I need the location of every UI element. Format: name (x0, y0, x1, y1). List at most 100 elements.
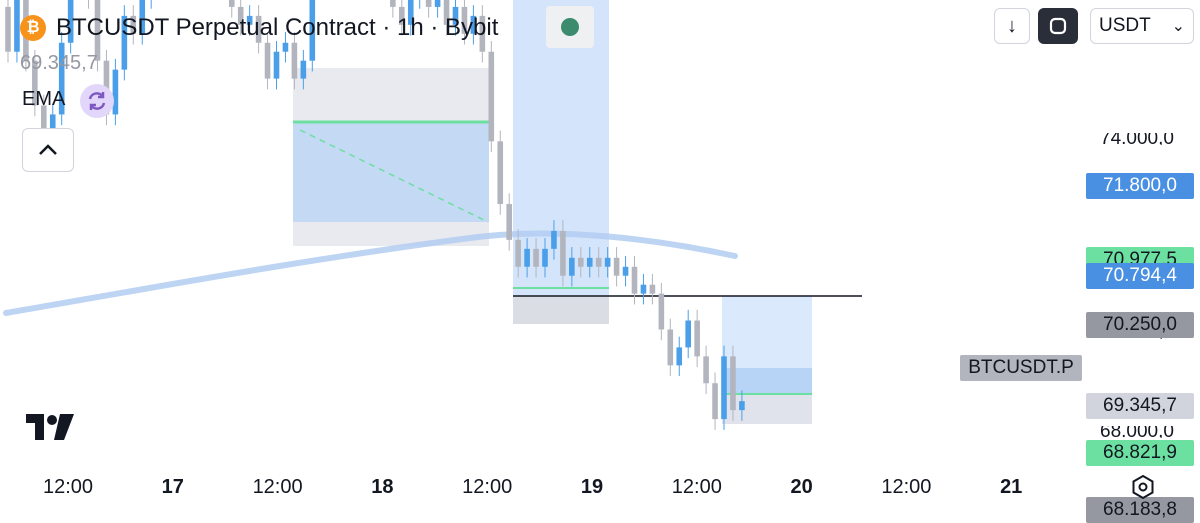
fit-screen-icon (1049, 17, 1067, 35)
candle-body (649, 284, 656, 294)
candle-body (139, 0, 146, 34)
ema-line (3, 230, 738, 316)
candle-body (443, 0, 450, 25)
candle-body (14, 0, 20, 52)
candle-body (41, 105, 47, 142)
symbol-price-tag: BTCUSDT.P (960, 355, 1082, 381)
time-axis-label: 19 (580, 476, 604, 498)
scroll-down-button[interactable]: ↓ (994, 8, 1030, 44)
collapse-legend-button[interactable] (22, 128, 74, 172)
candle-body (497, 141, 504, 205)
candle-body (291, 42, 298, 79)
candle-body (569, 257, 575, 276)
time-axis-label: 21 (1000, 476, 1023, 498)
refresh-icon[interactable] (80, 84, 114, 118)
candle-body (613, 257, 620, 276)
currency-select[interactable]: USDT ⌄ (1090, 8, 1194, 44)
time-axis-label: 12:00 (881, 476, 932, 498)
candle-body (703, 356, 709, 384)
trend-dashed-line (299, 129, 489, 223)
candle-body (425, 0, 432, 7)
candle-body (255, 15, 262, 43)
candle-body (228, 0, 235, 7)
price-axis-label: 69.345,7 (1086, 393, 1194, 420)
time-axis-label: 18 (371, 476, 394, 498)
candle-body (721, 356, 727, 420)
position-box-entry[interactable] (722, 368, 812, 394)
candle-body (524, 248, 530, 267)
candle-body (282, 42, 289, 52)
chart-canvas[interactable] (0, 0, 1200, 512)
candle-body (67, 0, 74, 43)
candle-body (667, 329, 674, 366)
chevron-up-icon (39, 144, 57, 155)
position-box-target[interactable] (722, 296, 812, 368)
candle-body (506, 204, 512, 240)
candle-body (533, 248, 539, 267)
candle-body (595, 257, 602, 267)
market-status-indicator[interactable] (546, 6, 594, 48)
price-axis-label: 68.821,9 (1086, 439, 1194, 466)
ema-indicator-label[interactable]: EMA (22, 88, 66, 110)
candle-body (479, 15, 486, 52)
candle-body (112, 69, 119, 115)
candle-body (452, 6, 459, 25)
candle-body (5, 6, 11, 52)
time-axis-label: 12:00 (462, 476, 513, 498)
time-axis-label: 12:00 (252, 476, 303, 498)
candle-body (309, 0, 316, 61)
price-axis-label: 70.250,0 (1086, 312, 1194, 338)
tradingview-logo-icon[interactable] (24, 412, 76, 442)
candle-body (32, 60, 38, 106)
status-dot-icon (561, 18, 579, 36)
candle-body (49, 114, 56, 142)
candle-body (470, 15, 477, 34)
candle-body (515, 239, 521, 267)
last-price-readout: 69.345,7 (20, 52, 98, 74)
price-axis-partial-label: 74.000,0 (1100, 133, 1174, 145)
price-axis-label: 70.794,4 (1086, 263, 1194, 290)
candle-body (622, 266, 629, 276)
candle-body (407, 0, 414, 25)
time-axis-label: 12:00 (42, 476, 94, 498)
candle-body (121, 15, 128, 70)
candle-body (488, 51, 495, 142)
bitcoin-icon: ₿ (20, 15, 46, 41)
candle-body (578, 257, 584, 267)
price-axis-label: 68.183,8 (1086, 497, 1194, 523)
candle-body (730, 356, 736, 411)
candle-body (300, 60, 307, 79)
candle-body (694, 320, 700, 357)
candle-body (551, 230, 557, 249)
candle-body (586, 257, 593, 267)
settings-gear-icon[interactable] (1130, 474, 1156, 500)
candle-body (658, 293, 665, 330)
price-axis-label: 71.800,0 (1086, 173, 1194, 200)
candle-body (434, 0, 441, 7)
position-box-grey-2[interactable] (513, 296, 609, 324)
candle-body (560, 230, 566, 276)
candle-body (58, 42, 65, 115)
candle-body (461, 6, 468, 34)
arrow-down-icon: ↓ (1007, 14, 1017, 37)
candle-body (712, 383, 718, 420)
candle-body (640, 284, 647, 294)
currency-value: USDT (1099, 15, 1151, 36)
candle-body (94, 0, 101, 61)
candle-body (676, 347, 683, 366)
chart-title[interactable]: ₿ BTCUSDT Perpetual Contract · 1h · Bybi… (20, 8, 498, 48)
candle-body (631, 266, 638, 294)
candle-body (604, 257, 611, 267)
candle-body (685, 320, 691, 348)
time-axis-label: 12:00 (671, 476, 722, 498)
candle-body (399, 6, 405, 25)
fit-screen-button[interactable] (1038, 8, 1078, 44)
position-box-stop[interactable] (722, 394, 812, 424)
price-axis-partial-label: 68.000,0 (1100, 426, 1174, 438)
time-axis-label: 20 (790, 476, 813, 498)
candle-body (264, 42, 271, 79)
position-box-blue[interactable] (293, 122, 489, 222)
chevron-down-icon: ⌄ (1171, 18, 1185, 35)
candle-body (390, 0, 396, 7)
candles-group (5, 0, 745, 430)
